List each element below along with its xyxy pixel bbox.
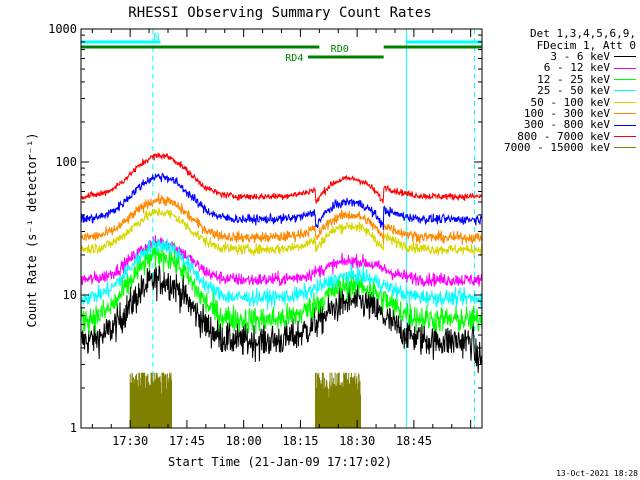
x-tick-label: 17:45 [169,434,205,448]
legend-swatch [614,113,636,115]
flag-label: RD0 [331,44,349,55]
legend-swatch [614,135,636,137]
series-line [80,242,483,335]
series-line [80,207,483,257]
x-tick-label: 17:30 [112,434,148,448]
legend-label: 300 - 800 keV [523,118,610,132]
y-tick-label: 1000 [48,22,77,36]
legend-swatch [614,67,636,69]
plot-area: N RD0 RD4 [80,29,483,428]
x-tick-label: 18:45 [396,434,432,448]
y-tick-label: 100 [55,155,77,169]
legend-header-line: Det 1,3,4,5,6,9, [530,27,636,40]
legend-item: 3 - 6 keV [470,51,636,62]
legend-item: 25 - 50 keV [470,85,636,96]
y-tick-label: 10 [63,288,77,302]
legend-swatch [614,90,636,92]
x-tick-label: 18:30 [339,434,375,448]
legend-item: 100 - 300 keV [470,108,636,119]
y-tick-label: 1 [70,421,77,435]
flag-label: RD4 [285,53,303,64]
legend-item: 50 - 100 keV [470,97,636,108]
legend-header-line: FDecim 1, Att 0 [536,38,636,52]
legend-item: 300 - 800 keV [470,119,636,130]
legend-label: 25 - 50 keV [537,84,610,98]
legend-label: 800 - 7000 keV [517,129,610,143]
legend-label: 3 - 6 keV [550,49,610,63]
legend-item: 7000 - 15000 keV [470,142,636,153]
chart-title: RHESSI Observing Summary Count Rates [128,5,431,21]
series-line [80,193,483,245]
x-axis-label: Start Time (21-Jan-09 17:17:02) [168,455,392,469]
legend-label: 50 - 100 keV [530,95,610,109]
legend-item: 6 - 12 keV [470,62,636,73]
y-axis-label: Count Rate (s⁻¹ detector⁻¹) [25,132,39,327]
x-tick-label: 18:00 [226,434,262,448]
series-bars [129,372,172,428]
legend-label: 7000 - 15000 keV [504,141,610,155]
legend-swatch [614,101,636,103]
legend-label: 12 - 25 keV [537,72,610,86]
legend-swatch [614,147,636,149]
legend-label: 100 - 300 keV [523,106,610,120]
legend-item: 800 - 7000 keV [470,131,636,142]
series-line [80,152,483,204]
footer-timestamp: 13-Oct-2021 18:28 [556,469,638,478]
axes: 1 10 100 1000 17:30 17:45 18:00 18:15 18:30 18:45 [48,22,482,448]
x-tick-label: 18:15 [282,434,318,448]
plot-frame [80,28,483,429]
legend: Det 1,3,4,5,6,9, FDecim 1, Att 0 3 - 6 k… [470,28,636,154]
legend-label: 6 - 12 keV [543,61,610,75]
legend-swatch [614,56,636,58]
flag-label: N [153,32,159,43]
legend-swatch [614,78,636,80]
legend-item: 12 - 25 keV [470,74,636,85]
series-line [80,172,483,230]
series-line [80,264,483,374]
series-bars [315,372,361,428]
legend-swatch [614,124,636,126]
series-line [80,238,483,310]
